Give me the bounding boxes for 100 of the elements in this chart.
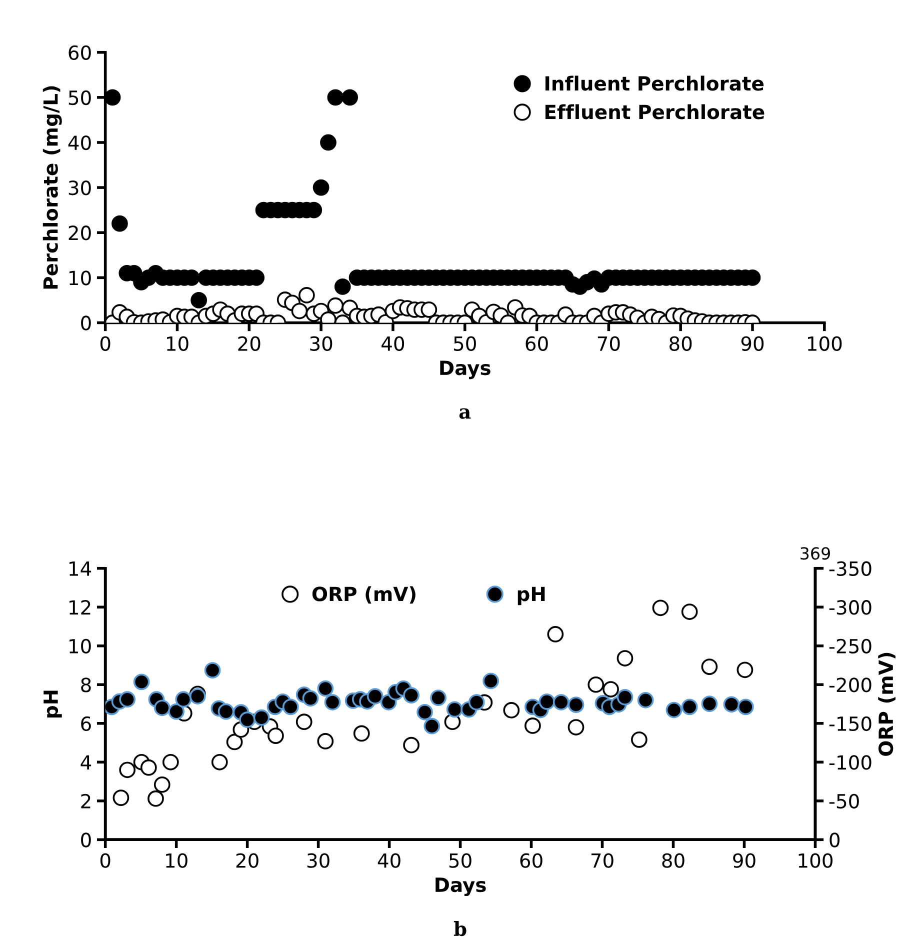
point xyxy=(154,700,170,716)
point xyxy=(666,702,682,718)
point xyxy=(168,703,185,720)
point xyxy=(468,694,485,710)
point xyxy=(568,719,584,736)
x-tick-label: 80 xyxy=(670,336,692,351)
point xyxy=(737,698,754,716)
y-tick-label: 60 xyxy=(68,45,91,60)
point xyxy=(430,690,446,706)
point xyxy=(681,604,698,620)
point xyxy=(403,687,420,704)
point xyxy=(226,734,243,750)
point xyxy=(112,790,130,806)
point xyxy=(652,600,669,616)
point xyxy=(701,658,718,675)
y-axis-title: pH xyxy=(44,690,62,718)
point xyxy=(446,701,463,718)
x-tick-label: 90 xyxy=(741,336,764,351)
point xyxy=(175,691,192,708)
x-tick-label: 100 xyxy=(798,853,833,868)
point xyxy=(503,702,520,718)
text: b xyxy=(454,921,466,936)
x-tick-label: 70 xyxy=(591,853,614,868)
x-tick-label: 40 xyxy=(382,336,404,351)
point xyxy=(424,718,440,734)
legend-label: Influent Perchlorate xyxy=(545,76,764,91)
y2-tick-label: -350 xyxy=(829,561,872,576)
point xyxy=(154,776,170,793)
x-tick-label: 40 xyxy=(378,853,400,868)
y-tick-label: 0 xyxy=(81,316,91,330)
point xyxy=(524,718,541,734)
y-tick-label: 4 xyxy=(80,755,92,770)
y2-tick-label: -50 xyxy=(829,794,859,809)
point xyxy=(140,759,157,776)
legend-label: ORP (mV) xyxy=(312,586,416,604)
point xyxy=(416,704,433,720)
point xyxy=(588,676,604,693)
y-tick-label: 50 xyxy=(68,90,91,106)
point xyxy=(616,689,634,706)
point xyxy=(482,672,500,690)
x-tick-label: 30 xyxy=(307,853,330,868)
point xyxy=(547,626,564,642)
point xyxy=(302,690,319,707)
x-tick-label: 10 xyxy=(166,853,188,868)
x-tick-label: 50 xyxy=(454,336,476,351)
point xyxy=(162,754,179,770)
point xyxy=(119,691,136,708)
y-tick-label: 8 xyxy=(81,678,91,692)
y2-axis-title: ORP (mV) xyxy=(878,652,896,756)
y-tick-label: 12 xyxy=(70,600,90,614)
point xyxy=(317,733,334,750)
x-tick-label: 10 xyxy=(167,336,188,351)
y-tick-label: 0 xyxy=(81,832,91,848)
y2-tick-label: -200 xyxy=(829,678,872,692)
point xyxy=(253,709,270,726)
x-tick-label: 90 xyxy=(733,853,756,868)
point xyxy=(119,762,136,778)
x-tick-label: 20 xyxy=(236,853,258,868)
text: 369 xyxy=(800,547,830,560)
x-tick-label: 0 xyxy=(100,853,110,868)
x-axis-title: Days xyxy=(440,360,490,380)
point xyxy=(366,688,384,704)
y-axis-title: Perchlorate (mg/L) xyxy=(42,86,62,289)
point xyxy=(353,725,370,742)
point xyxy=(211,754,228,770)
x-tick-label: 30 xyxy=(310,336,332,351)
point xyxy=(681,698,698,716)
y-tick-label: 10 xyxy=(70,270,91,286)
point xyxy=(616,650,634,666)
legend-label: pH xyxy=(518,586,545,606)
point xyxy=(602,681,619,698)
legend-label: Effluent Perchlorate xyxy=(545,104,764,120)
x-tick-label: 20 xyxy=(238,336,260,351)
point xyxy=(723,696,740,713)
point xyxy=(538,693,556,710)
x-axis-title: Days xyxy=(436,878,486,896)
y-tick-label: 30 xyxy=(68,180,91,196)
y-tick-label: 6 xyxy=(81,716,91,732)
point xyxy=(268,728,284,744)
point xyxy=(282,698,299,716)
y2-tick-label: -250 xyxy=(829,638,872,654)
y2-tick-label: 0 xyxy=(830,832,840,848)
text: a xyxy=(459,408,471,419)
point xyxy=(324,694,341,710)
x-tick-label: 80 xyxy=(662,853,684,868)
x-tick-label: 100 xyxy=(808,336,842,351)
x-tick-label: 70 xyxy=(598,336,620,351)
y-tick-label: 20 xyxy=(68,226,91,240)
x-tick-label: 0 xyxy=(100,336,110,351)
y-tick-label: 10 xyxy=(70,638,91,654)
x-tick-label: 50 xyxy=(449,853,472,868)
point xyxy=(204,662,221,678)
y2-tick-label: -100 xyxy=(829,755,872,770)
x-tick-label: 60 xyxy=(526,336,548,351)
point xyxy=(637,692,654,708)
point xyxy=(630,731,648,748)
point xyxy=(552,694,570,710)
point xyxy=(133,674,150,690)
y2-tick-label: -300 xyxy=(829,600,872,615)
y-tick-label: 2 xyxy=(81,794,90,808)
